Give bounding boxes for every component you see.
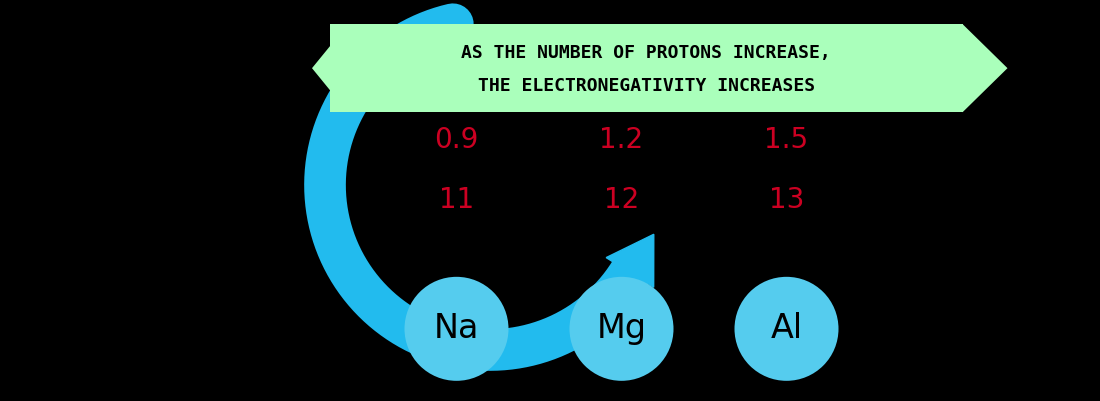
Ellipse shape (735, 277, 838, 381)
Text: 11: 11 (439, 186, 474, 215)
Text: 13: 13 (769, 186, 804, 215)
Text: Na: Na (433, 312, 480, 345)
Polygon shape (312, 46, 330, 90)
Text: 1.5: 1.5 (764, 126, 808, 154)
Text: THE ELECTRONEGATIVITY INCREASES: THE ELECTRONEGATIVITY INCREASES (477, 77, 815, 95)
Polygon shape (962, 24, 1008, 112)
Text: AS THE NUMBER OF PROTONS INCREASE,: AS THE NUMBER OF PROTONS INCREASE, (461, 44, 832, 62)
Text: Al: Al (770, 312, 803, 345)
Text: 12: 12 (604, 186, 639, 215)
Polygon shape (606, 234, 653, 287)
Ellipse shape (570, 277, 673, 381)
Ellipse shape (405, 277, 508, 381)
Text: 0.9: 0.9 (434, 126, 478, 154)
Text: 1.2: 1.2 (600, 126, 643, 154)
Text: Mg: Mg (596, 312, 647, 345)
Bar (330, 24, 962, 112)
